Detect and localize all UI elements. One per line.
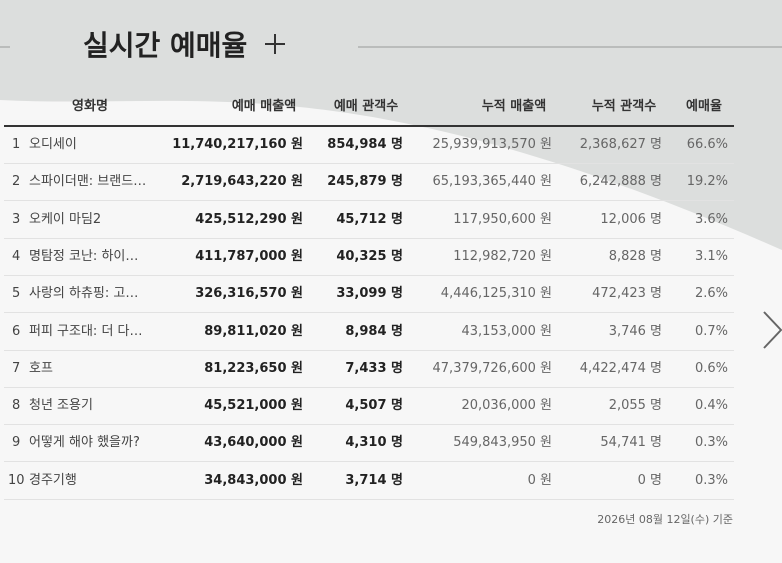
row-divider	[4, 498, 734, 500]
column-header: 예매 매출액	[231, 99, 297, 114]
cell: 326,316,570 원	[195, 286, 303, 302]
cell: 854,984 명	[327, 137, 403, 152]
cell: 6,242,888 명	[579, 174, 662, 190]
cell: 89,811,020 원	[204, 323, 303, 339]
cell: 33,099 명	[336, 286, 403, 302]
cell: 81,223,650 원	[204, 360, 303, 376]
cell: 0.3%	[694, 435, 728, 451]
rank: 7	[12, 360, 21, 376]
row-divider	[4, 274, 734, 276]
column-header: 예매 관객수	[333, 99, 399, 114]
movie-title: 어떻게 해야 했을까?	[29, 435, 140, 451]
movie-title: 명탐정 코난: 하이…	[29, 248, 139, 264]
cell: 4,422,474 명	[579, 360, 662, 376]
rank: 8	[12, 398, 21, 414]
cell: 43,640,000 원	[204, 435, 303, 451]
cell: 2.6%	[694, 286, 728, 302]
movie-title: 사랑의 하츄핑: 고…	[29, 286, 139, 302]
rank: 3	[12, 211, 21, 227]
cell: 20,036,000 원	[461, 398, 552, 414]
cell: 43,153,000 원	[461, 323, 552, 339]
cell: 0.3%	[694, 472, 728, 488]
movie-title: 스파이더맨: 브랜드…	[29, 174, 147, 190]
cell: 40,325 명	[336, 248, 403, 264]
cell: 66.6%	[686, 137, 728, 152]
cell: 117,950,600 원	[453, 211, 552, 227]
cell: 0 원	[527, 472, 552, 488]
cell: 472,423 명	[592, 286, 662, 302]
row-divider	[4, 237, 734, 239]
header-rule	[4, 125, 734, 127]
movie-title: 오케이 마딤2	[29, 211, 102, 227]
rank: 4	[12, 248, 21, 264]
cell: 45,521,000 원	[204, 398, 303, 414]
cell: 2,719,643,220 원	[181, 174, 303, 190]
cell: 411,787,000 원	[195, 248, 303, 264]
cell: 34,843,000 원	[204, 472, 303, 488]
movie-title: 오디세이	[29, 137, 77, 152]
cell: 45,712 명	[336, 211, 403, 227]
cell: 2,055 명	[608, 398, 662, 414]
cell: 8,984 명	[345, 323, 403, 339]
cell: 3,714 명	[345, 472, 403, 488]
title: 실시간 예매율	[83, 29, 248, 62]
row-divider	[4, 163, 734, 164]
rank: 6	[12, 323, 21, 339]
cell: 4,446,125,310 원	[440, 286, 552, 302]
cell: 0 명	[637, 472, 662, 488]
cell: 3.6%	[694, 211, 728, 227]
movie-title: 경주기행	[29, 472, 77, 488]
cell: 3.1%	[694, 248, 728, 264]
cell: 0.6%	[694, 360, 728, 376]
column-header: 누적 관객수	[591, 99, 657, 114]
row-divider	[4, 312, 734, 314]
footnote: 2026년 08월 12일(수) 기준	[597, 513, 733, 526]
column-header: 예매율	[686, 99, 722, 114]
cell: 7,433 명	[345, 360, 403, 376]
row-divider	[4, 461, 734, 463]
rank: 10	[8, 472, 25, 488]
cell: 2,368,627 명	[579, 137, 662, 152]
cell: 0.4%	[694, 398, 728, 414]
cell: 25,939,913,570 원	[432, 137, 552, 152]
row-divider	[4, 424, 734, 426]
row-divider	[4, 349, 734, 351]
cell: 47,379,726,600 원	[432, 360, 552, 376]
cell: 65,193,365,440 원	[432, 174, 552, 190]
movie-title: 청년 조용기	[29, 398, 93, 414]
row-divider	[4, 200, 734, 202]
cell: 11,740,217,160 원	[172, 137, 303, 152]
movie-title: 퍼피 구조대: 더 다…	[29, 323, 143, 339]
cell: 4,310 명	[345, 435, 403, 451]
cell: 8,828 명	[608, 248, 662, 264]
cell: 54,741 명	[600, 435, 662, 451]
next-arrow[interactable]	[763, 311, 782, 349]
cell: 245,879 명	[327, 174, 403, 190]
cell: 12,006 명	[600, 211, 662, 227]
cell: 112,982,720 원	[453, 248, 552, 264]
rank: 9	[12, 435, 21, 451]
cell: 3,746 명	[608, 323, 662, 339]
cell: 425,512,290 원	[195, 211, 303, 227]
cell: 549,843,950 원	[453, 435, 552, 451]
rank: 2	[12, 174, 21, 190]
rank: 5	[12, 286, 21, 302]
column-header: 영화명	[72, 99, 108, 114]
plus-icon[interactable]	[265, 34, 285, 54]
movie-title: 호프	[29, 360, 53, 376]
row-divider	[4, 386, 734, 388]
rank: 1	[12, 137, 21, 152]
cell: 4,507 명	[345, 398, 403, 414]
cell: 0.7%	[694, 323, 728, 339]
cell: 19.2%	[686, 174, 728, 190]
column-header: 누적 매출액	[481, 99, 547, 114]
